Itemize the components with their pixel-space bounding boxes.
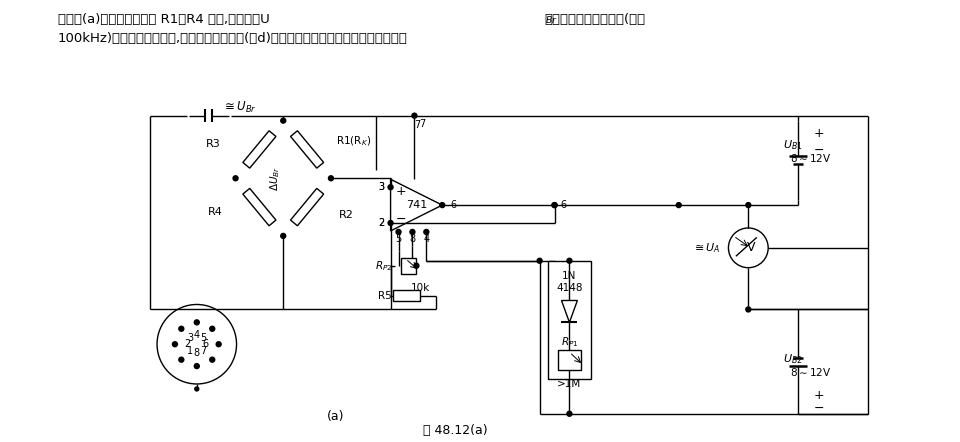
Circle shape: [567, 412, 572, 416]
Bar: [558, 350, 582, 370]
Text: 7: 7: [200, 346, 206, 355]
Bar: [291, 131, 324, 168]
Bar: [243, 131, 276, 168]
Text: 7: 7: [420, 118, 425, 129]
Text: 8: 8: [409, 234, 416, 244]
Text: 4: 4: [423, 234, 429, 244]
Text: R4: R4: [208, 207, 223, 217]
Circle shape: [440, 202, 444, 208]
Circle shape: [194, 320, 200, 325]
Text: $R_{P2}$: $R_{P2}$: [375, 259, 393, 273]
Circle shape: [414, 263, 419, 268]
Text: 3: 3: [187, 333, 194, 343]
Text: −: −: [814, 144, 825, 157]
Circle shape: [567, 258, 572, 263]
Text: 4: 4: [194, 330, 200, 340]
Text: 图 48.12(a): 图 48.12(a): [422, 424, 488, 437]
Text: 1: 1: [187, 346, 194, 355]
Text: 4148: 4148: [556, 282, 583, 293]
Text: 可以是直流或交流电压(最高: 可以是直流或交流电压(最高: [544, 13, 646, 26]
Text: R1(R$_K$): R1(R$_K$): [336, 135, 372, 149]
Bar: [243, 188, 276, 226]
Circle shape: [388, 221, 393, 225]
Circle shape: [194, 364, 200, 369]
Text: $R_{P1}$: $R_{P1}$: [561, 335, 578, 349]
Text: $U_{B2}$: $U_{B2}$: [783, 352, 803, 366]
Circle shape: [746, 202, 751, 208]
Text: +: +: [396, 185, 406, 198]
Text: 1N: 1N: [563, 271, 577, 281]
Circle shape: [412, 113, 417, 118]
Bar: [547, 261, 591, 379]
Circle shape: [410, 229, 415, 234]
Circle shape: [210, 326, 215, 331]
Circle shape: [538, 258, 542, 263]
Text: −: −: [814, 402, 825, 415]
Bar: [393, 290, 420, 301]
Bar: [291, 188, 324, 226]
Circle shape: [676, 202, 682, 208]
Text: R5: R5: [377, 290, 392, 301]
Text: >1M: >1M: [558, 379, 582, 389]
Circle shape: [424, 229, 429, 234]
Circle shape: [552, 202, 557, 208]
Text: 6: 6: [203, 339, 208, 349]
Text: 6: 6: [450, 200, 456, 210]
Text: 2: 2: [378, 218, 385, 228]
Text: 2: 2: [184, 339, 191, 349]
Text: 5: 5: [200, 333, 206, 343]
Text: 3: 3: [378, 182, 385, 192]
Text: −: −: [396, 213, 406, 225]
Circle shape: [396, 229, 401, 234]
Circle shape: [746, 307, 751, 312]
Circle shape: [328, 176, 333, 181]
Text: 10k: 10k: [411, 282, 430, 293]
Text: 3: 3: [378, 182, 385, 192]
Circle shape: [388, 185, 393, 190]
Text: R3: R3: [206, 140, 221, 149]
Text: $\cong U_{Br}$: $\cong U_{Br}$: [223, 100, 256, 115]
Circle shape: [280, 233, 286, 238]
Text: 100kHz)。如果是交流电压,则可采用电容耦合(图d)。在这两种情况下都可以采用有高欧姆: 100kHz)。如果是交流电压,则可采用电容耦合(图d)。在这两种情况下都可以采…: [58, 32, 408, 45]
Text: 8: 8: [194, 348, 200, 358]
Text: 6: 6: [561, 200, 566, 210]
Bar: [400, 258, 417, 274]
Text: $8{\sim}12\mathrm{V}$: $8{\sim}12\mathrm{V}$: [790, 152, 831, 164]
Text: 741: 741: [406, 200, 427, 210]
Text: R2: R2: [339, 210, 354, 220]
Text: $8{\sim}12\mathrm{V}$: $8{\sim}12\mathrm{V}$: [790, 366, 831, 378]
Circle shape: [233, 176, 238, 181]
Text: V: V: [747, 241, 756, 254]
Circle shape: [210, 357, 215, 362]
Text: 5: 5: [396, 234, 401, 244]
Circle shape: [179, 326, 183, 331]
Circle shape: [173, 342, 178, 347]
Text: (a): (a): [327, 410, 345, 423]
Circle shape: [179, 357, 183, 362]
Text: $U_{B1}$: $U_{B1}$: [783, 139, 803, 152]
Circle shape: [195, 387, 199, 391]
Text: +: +: [814, 389, 825, 402]
Text: $_{Br}$: $_{Br}$: [544, 13, 558, 26]
Circle shape: [216, 342, 221, 347]
Text: 该电路(a)中测量桥由电阻 R1～R4 组成,输出电压U: 该电路(a)中测量桥由电阻 R1～R4 组成,输出电压U: [58, 13, 270, 26]
Text: 7: 7: [415, 120, 420, 130]
Circle shape: [552, 202, 557, 208]
Text: +: +: [814, 127, 825, 140]
Text: $\Delta U_{Br}$: $\Delta U_{Br}$: [269, 166, 282, 191]
Circle shape: [280, 118, 286, 123]
Text: 2: 2: [378, 218, 385, 228]
Text: $\cong U_A$: $\cong U_A$: [692, 241, 720, 255]
